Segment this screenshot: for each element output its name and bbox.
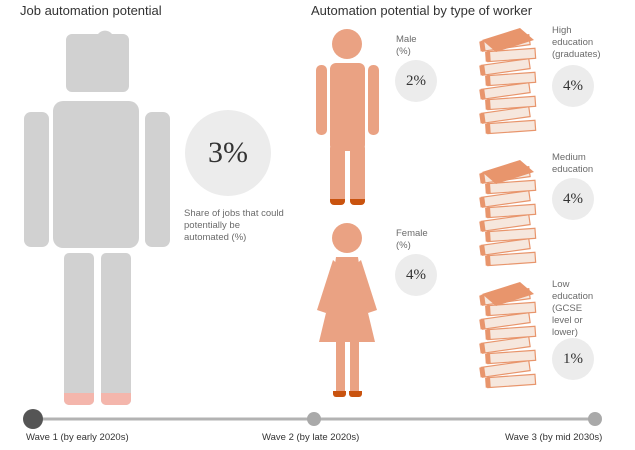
book-cover bbox=[482, 160, 534, 184]
wave-2-dot[interactable] bbox=[307, 412, 321, 426]
book bbox=[485, 373, 537, 389]
book-cover bbox=[482, 282, 534, 306]
male-value-bubble: 2% bbox=[395, 60, 437, 102]
book bbox=[479, 57, 531, 76]
wave-3-label[interactable]: Wave 3 (by mid 2030s) bbox=[505, 432, 603, 443]
book bbox=[485, 251, 537, 267]
book bbox=[479, 237, 531, 256]
female-label: Female (%) bbox=[396, 228, 428, 251]
book bbox=[479, 311, 531, 330]
wave-1-dot[interactable] bbox=[23, 409, 43, 429]
book bbox=[485, 95, 537, 111]
book bbox=[479, 189, 531, 208]
book bbox=[485, 119, 537, 135]
book bbox=[485, 227, 537, 243]
low-education-value-bubble: 1% bbox=[552, 338, 594, 380]
book bbox=[479, 213, 531, 232]
wave-3-dot[interactable] bbox=[588, 412, 602, 426]
left-panel-title: Job automation potential bbox=[20, 3, 162, 18]
book bbox=[485, 47, 537, 63]
book bbox=[479, 81, 531, 100]
overall-value-bubble: 3% bbox=[185, 110, 271, 196]
book bbox=[479, 335, 531, 354]
book bbox=[485, 71, 537, 87]
book bbox=[479, 105, 531, 124]
high-education-label: High education (graduates) bbox=[552, 25, 601, 60]
book bbox=[479, 359, 531, 378]
male-label: Male (%) bbox=[396, 34, 417, 57]
book bbox=[485, 349, 537, 365]
wave-2-label[interactable]: Wave 2 (by late 2020s) bbox=[262, 432, 360, 443]
medium-education-label: Medium education bbox=[552, 152, 594, 175]
wave-1-label[interactable]: Wave 1 (by early 2020s) bbox=[26, 432, 129, 443]
book bbox=[485, 203, 537, 219]
low-education-label: Low education (GCSE level or lower) bbox=[552, 279, 594, 338]
right-panel-title: Automation potential by type of worker bbox=[311, 3, 533, 18]
book-cover bbox=[482, 28, 534, 52]
book bbox=[485, 179, 537, 195]
book bbox=[485, 325, 537, 341]
medium-education-value-bubble: 4% bbox=[552, 178, 594, 220]
female-value-bubble: 4% bbox=[395, 254, 437, 296]
overall-value-note: Share of jobs that could potentially be … bbox=[184, 208, 284, 243]
book bbox=[485, 301, 537, 317]
high-education-value-bubble: 4% bbox=[552, 65, 594, 107]
